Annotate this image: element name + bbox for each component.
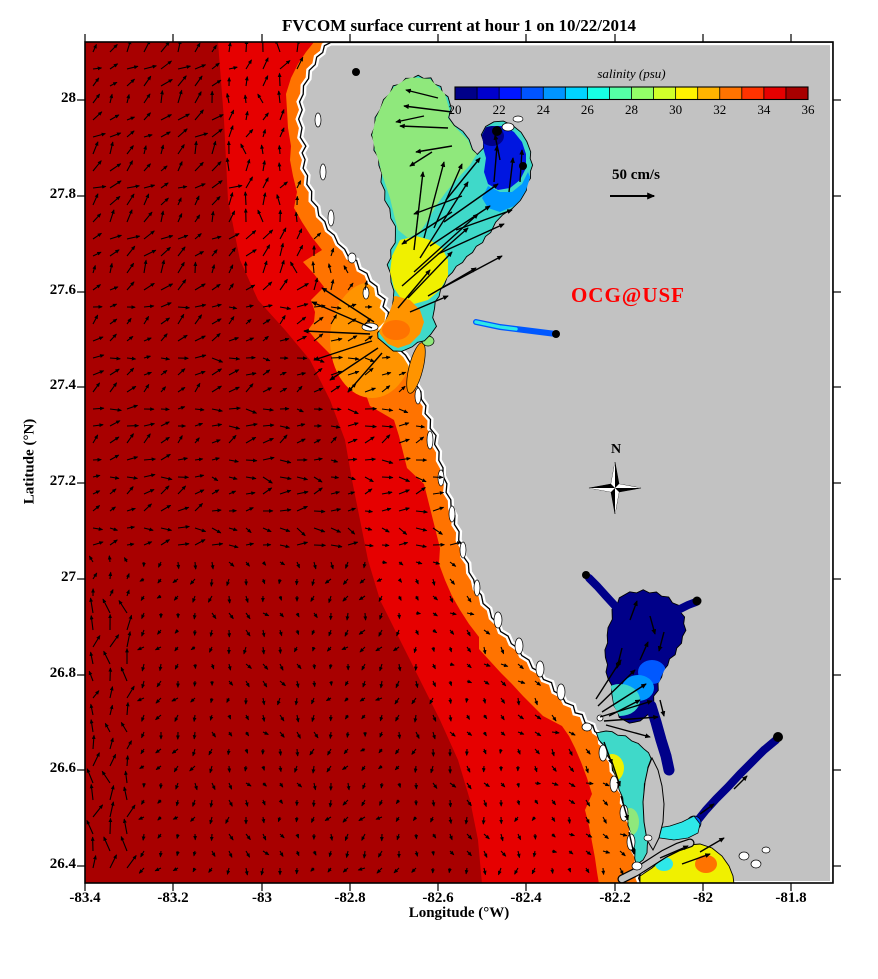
x-tick-label: -82.2 (599, 890, 631, 906)
compass-n-label: N (610, 442, 622, 457)
y-tick-label: 27.2 (49, 473, 76, 489)
plot-frame (84, 41, 834, 884)
colorbar-tick-label: 30 (669, 102, 683, 117)
y-tick-label: 27.4 (49, 377, 76, 393)
x-tick-label: -81.8 (775, 890, 807, 906)
colorbar (454, 86, 809, 101)
watermark-ocg-usf: OCG@USF (570, 283, 686, 307)
colorbar-tick-label: 24 (536, 102, 550, 117)
pine-island (642, 756, 665, 852)
sanibel-island (618, 839, 694, 883)
colorbar-tick-label: 28 (625, 102, 638, 117)
shelf-eddy-blob (344, 419, 366, 441)
colorbar-tick-label: 20 (448, 102, 462, 117)
tampa-bay-salinity (372, 77, 532, 348)
x-tick-label: -82.8 (334, 890, 366, 906)
colorbar-tick-label: 26 (580, 102, 594, 117)
axis-ticks (77, 34, 841, 891)
colorbar-label: salinity (psu) (597, 66, 666, 81)
colorbar-tick-label: 36 (801, 102, 815, 117)
y-tick-label: 28 (61, 90, 76, 106)
x-tick-label: -83 (252, 890, 272, 906)
estuary-current-arrows (303, 88, 748, 865)
x-tick-label: -82.6 (422, 890, 454, 906)
x-tick-label: -83.2 (157, 890, 189, 906)
y-tick-label: 27 (61, 569, 76, 585)
y-tick-label: 26.8 (49, 665, 76, 681)
x-tick-label: -82.4 (510, 890, 542, 906)
y-axis-label: Latitude (°N) (21, 418, 38, 505)
vector-scale-label: 50 cm/s (612, 167, 660, 183)
y-tick-label: 27.8 (49, 186, 76, 202)
x-axis-label: Longitude (°W) (408, 905, 510, 921)
barrier-islands (314, 112, 771, 871)
x-tick-label: -83.4 (69, 890, 101, 906)
y-tick-label: 26.6 (49, 760, 76, 776)
matlacha-pass (649, 815, 701, 841)
colorbar-tick-label: 22 (492, 102, 506, 117)
current-vector-grid (86, 42, 628, 876)
y-tick-label: 27.6 (49, 282, 76, 298)
colorbar-tick-label: 32 (713, 102, 727, 117)
y-tick-label: 26.4 (49, 856, 76, 872)
compass-rose (588, 461, 642, 515)
x-tick-label: -82 (693, 890, 713, 906)
myakka-river (585, 574, 621, 612)
manatee-river-inner (474, 320, 518, 331)
map-layers (85, 42, 833, 883)
plot-title: FVCOM surface current at hour 1 on 10/22… (282, 16, 636, 35)
colorbar-tick-label: 34 (757, 102, 771, 117)
